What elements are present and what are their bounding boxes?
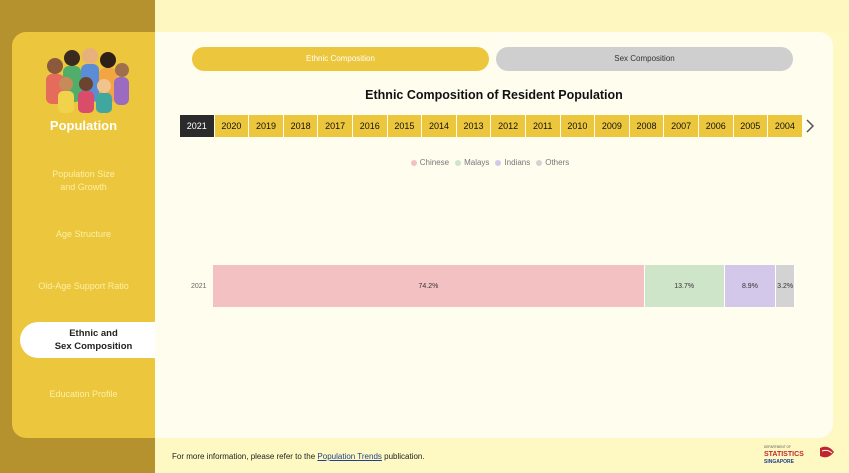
chevron-right-icon[interactable] <box>803 118 817 134</box>
year-tab[interactable]: 2009 <box>595 115 630 137</box>
legend-label: Malays <box>464 158 490 167</box>
bar-segment-indians[interactable]: 8.9% <box>724 265 777 307</box>
sidebar-item-population-size[interactable]: Population Size and Growth <box>12 168 155 194</box>
sidebar-title: Population <box>49 118 118 133</box>
sidebar-item-label: Education Profile <box>49 389 118 399</box>
sidebar-item-education-profile[interactable]: Education Profile <box>12 388 155 401</box>
year-tab[interactable]: 2005 <box>733 115 769 137</box>
year-tab[interactable]: 2012 <box>491 115 526 137</box>
bar-segment-others[interactable]: 3.2% <box>776 265 795 307</box>
legend-label: Others <box>545 158 570 167</box>
legend-swatch <box>410 159 417 166</box>
legend-swatch <box>495 159 502 166</box>
year-tab[interactable]: 2013 <box>456 115 492 137</box>
footer-prefix: For more information, please refer to th… <box>172 452 318 461</box>
main-panel: Ethnic Composition Sex Composition Ethni… <box>155 32 833 438</box>
data-label: 74.2% <box>418 282 439 290</box>
sidebar-item-label: Population Size and Growth <box>52 169 115 192</box>
year-selector: 2021 2020 2019 2018 2017 2016 2015 2014 2013 2012… <box>180 115 803 137</box>
sidebar-item-label: Age Structure <box>55 229 112 239</box>
sidebar-item-ethnic-sex[interactable]: Ethnic and Sex Composition <box>20 308 167 372</box>
chart-title: Ethnic Composition of Resident Populatio… <box>365 88 623 102</box>
footer-note: For more information, please refer to th… <box>172 452 425 461</box>
legend-label: Chinese <box>419 158 450 167</box>
legend-item[interactable]: Others <box>536 158 569 167</box>
year-tab[interactable]: 2011 <box>525 115 561 137</box>
legend-item[interactable]: Indians <box>495 158 530 167</box>
stacked-bar: 74.2% 13.7% 8.9% 3.2% <box>213 265 795 307</box>
legend-item[interactable]: Chinese <box>410 158 450 167</box>
year-tab[interactable]: 2014 <box>422 115 457 137</box>
year-tab[interactable]: 2018 <box>283 115 319 137</box>
year-tab[interactable]: 2007 <box>664 115 699 137</box>
year-tab[interactable]: 2015 <box>387 115 423 137</box>
data-label: 13.7% <box>674 282 695 290</box>
data-label: 3.2% <box>777 282 794 290</box>
svg-text:DEPARTMENT OF: DEPARTMENT OF <box>764 445 791 449</box>
year-tab[interactable]: 2017 <box>318 115 353 137</box>
legend-label: Indians <box>504 158 531 167</box>
year-tab[interactable]: 2004 <box>768 115 803 137</box>
singstat-logo: DEPARTMENT OF STATISTICS SINGAPORE <box>764 445 834 465</box>
data-label: 8.9% <box>741 282 758 290</box>
sidebar-item-old-age-support[interactable]: Old-Age Support Ratio <box>12 280 155 293</box>
year-tab[interactable]: 2021 <box>180 115 215 137</box>
year-tab[interactable]: 2019 <box>249 115 284 137</box>
sidebar: Population Population Size and Growth Ag… <box>12 32 167 438</box>
chart-legend: Chinese Malays Indians Others <box>155 158 825 167</box>
svg-text:SINGAPORE: SINGAPORE <box>764 459 795 465</box>
svg-text:STATISTICS: STATISTICS <box>764 451 804 458</box>
bar-segment-malays[interactable]: 13.7% <box>644 265 725 307</box>
sex-composition-button[interactable]: Sex Composition <box>496 47 793 71</box>
ethnic-composition-button[interactable]: Ethnic Composition <box>192 47 489 71</box>
year-tab[interactable]: 2016 <box>352 115 388 137</box>
people-illustration-icon <box>46 48 129 113</box>
bar-segment-chinese[interactable]: 74.2% <box>213 265 645 307</box>
legend-swatch <box>536 159 543 166</box>
sidebar-item-label: Old-Age Support Ratio <box>38 281 129 291</box>
year-tab[interactable]: 2010 <box>560 115 596 137</box>
footer-suffix: publication. <box>381 452 425 461</box>
year-tab[interactable]: 2006 <box>698 115 734 137</box>
bar-category-label: 2021 <box>191 283 207 290</box>
population-trends-link[interactable]: Population Trends <box>317 452 382 461</box>
top-band <box>155 0 849 32</box>
legend-swatch <box>455 159 462 166</box>
year-tab[interactable]: 2020 <box>214 115 250 137</box>
sidebar-item-label: Sex Composition <box>54 341 133 352</box>
legend-item[interactable]: Malays <box>455 158 489 167</box>
year-tab[interactable]: 2008 <box>629 115 665 137</box>
sidebar-item-age-structure[interactable]: Age Structure <box>12 228 155 241</box>
sidebar-item-label: Ethnic and <box>69 328 118 339</box>
